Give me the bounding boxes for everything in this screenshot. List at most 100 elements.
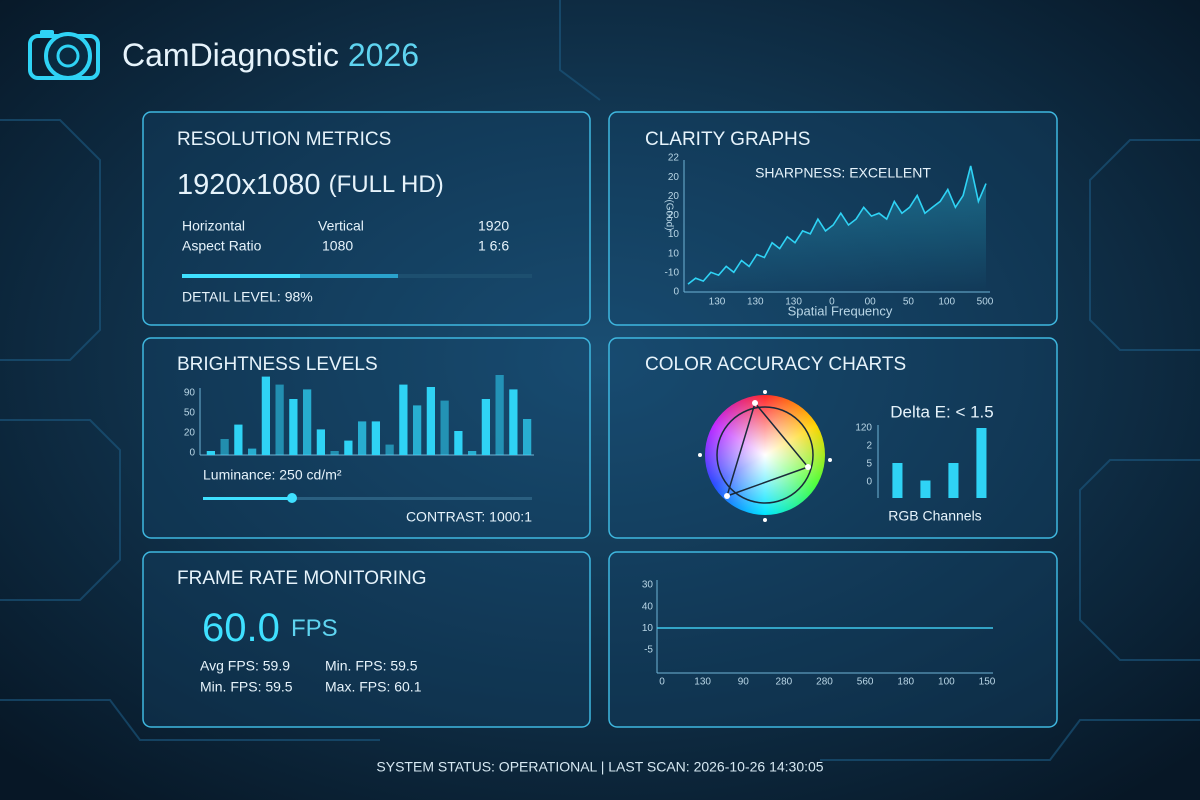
color-wheel-fill: [705, 395, 825, 515]
frame-rate-panel: [142, 551, 591, 728]
bar: [206, 451, 215, 455]
clarity-area: [688, 165, 986, 290]
x-tick-label: 100: [938, 297, 955, 308]
resolution-panel: [142, 111, 591, 326]
bar: [413, 405, 422, 455]
x-tick-label: 560: [857, 677, 874, 688]
brand: CamDiagnostic: [122, 37, 339, 73]
y-tick-label: 0: [866, 477, 872, 488]
panel-title: BRIGHTNESS LEVELS: [177, 354, 378, 375]
y-tick-label: 2: [866, 441, 872, 452]
detail-level: DETAIL LEVEL: 98%: [182, 289, 313, 305]
app-title: CamDiagnostic 2026: [122, 37, 419, 73]
resolution-headline: 1920x1080 (FULL HD): [177, 169, 444, 201]
color-wheel: [705, 395, 825, 515]
bar: [454, 431, 463, 455]
bar: [275, 384, 284, 455]
panel-title: RESOLUTION METRICS: [177, 129, 391, 150]
bar: [440, 400, 449, 455]
logo: [28, 30, 100, 80]
y-tick-label: 50: [184, 408, 196, 419]
delta-e: Delta E: < 1.5: [890, 402, 993, 421]
bar: [948, 463, 959, 498]
x-axis-label: Spatial Frequency: [788, 303, 893, 318]
bar: [509, 389, 518, 455]
cell: Vertical: [318, 218, 364, 234]
cell: Aspect Ratio: [182, 238, 262, 254]
bar: [316, 429, 325, 455]
cell: 1080: [322, 238, 353, 254]
bar: [920, 480, 931, 498]
x-tick-label: 0: [659, 677, 665, 688]
bar: [399, 384, 408, 455]
y-tick-label: 10: [668, 229, 680, 240]
y-tick-label: 20: [668, 191, 680, 202]
cell: 1920: [478, 218, 509, 234]
progress-fill: [182, 274, 300, 278]
gamut-triangle: [716, 401, 814, 504]
bar: [261, 376, 270, 455]
clarity-line: [687, 165, 987, 285]
stat: Min. FPS: 59.5: [200, 679, 293, 695]
bar: [426, 387, 435, 455]
luminance: Luminance: 250 cd/m²: [203, 467, 342, 483]
x-tick-label: 130: [709, 297, 726, 308]
status-bar: SYSTEM STATUS: OPERATIONAL | LAST SCAN: …: [376, 759, 823, 775]
slider-fill: [203, 497, 292, 500]
bar: [330, 451, 339, 455]
fps-unit: FPS: [291, 615, 338, 642]
fps-value: 60.0: [202, 606, 280, 650]
panel-title: COLOR ACCURACY CHARTS: [645, 354, 906, 375]
x-tick-label: 280: [776, 677, 793, 688]
bar: [468, 451, 477, 455]
slider-knob: [287, 493, 297, 503]
resolution-value: 1920x1080: [177, 169, 321, 201]
x-axis-label: RGB Channels: [888, 508, 981, 524]
y-tick-label: 30: [642, 580, 654, 591]
timeline-panel: [608, 551, 1058, 728]
y-tick-label: 20: [668, 172, 680, 183]
bar: [289, 399, 298, 455]
y-axis-label: (Good): [663, 199, 674, 230]
contrast: CONTRAST: 1000:1: [406, 509, 532, 525]
slider-track: [203, 497, 532, 500]
stat: Avg FPS: 59.9: [200, 658, 290, 674]
year: 2026: [348, 37, 419, 73]
y-tick-label: 20: [184, 428, 196, 439]
x-tick-label: 90: [738, 677, 750, 688]
x-tick-label: 150: [979, 677, 996, 688]
bar: [495, 375, 504, 455]
stat: Max. FPS: 60.1: [325, 679, 422, 695]
bar: [385, 444, 394, 455]
bar: [358, 421, 367, 455]
y-tick-label: 120: [855, 423, 872, 434]
stat: Min. FPS: 59.5: [325, 658, 418, 674]
fps-readout: 60.0 FPS: [202, 606, 338, 650]
cell: 1 6:6: [478, 238, 509, 254]
x-tick-label: 100: [938, 677, 955, 688]
bar: [248, 448, 257, 455]
y-tick-label: 5: [866, 459, 872, 470]
y-tick-label: 22: [668, 153, 680, 164]
y-tick-label: 20: [668, 210, 680, 221]
x-tick-label: 0: [829, 297, 835, 308]
x-tick-label: 500: [977, 297, 994, 308]
cell: Horizontal: [182, 218, 245, 234]
x-tick-label: 180: [897, 677, 914, 688]
panel-title: CLARITY GRAPHS: [645, 129, 810, 150]
y-tick-label: 0: [673, 287, 679, 298]
x-tick-label: 50: [903, 297, 915, 308]
y-tick-label: -10: [665, 267, 680, 278]
y-tick-label: 10: [668, 248, 680, 259]
annotation: SHARPNESS: EXCELLENT: [755, 165, 931, 181]
x-tick-label: 130: [785, 297, 802, 308]
x-tick-label: 00: [865, 297, 877, 308]
x-tick-label: 130: [694, 677, 711, 688]
y-tick-label: 90: [184, 388, 196, 399]
bar: [344, 440, 353, 455]
y-tick-label: 40: [642, 601, 654, 612]
bar: [892, 463, 903, 498]
bar: [481, 399, 490, 455]
x-tick-label: 280: [816, 677, 833, 688]
bar: [371, 421, 380, 455]
